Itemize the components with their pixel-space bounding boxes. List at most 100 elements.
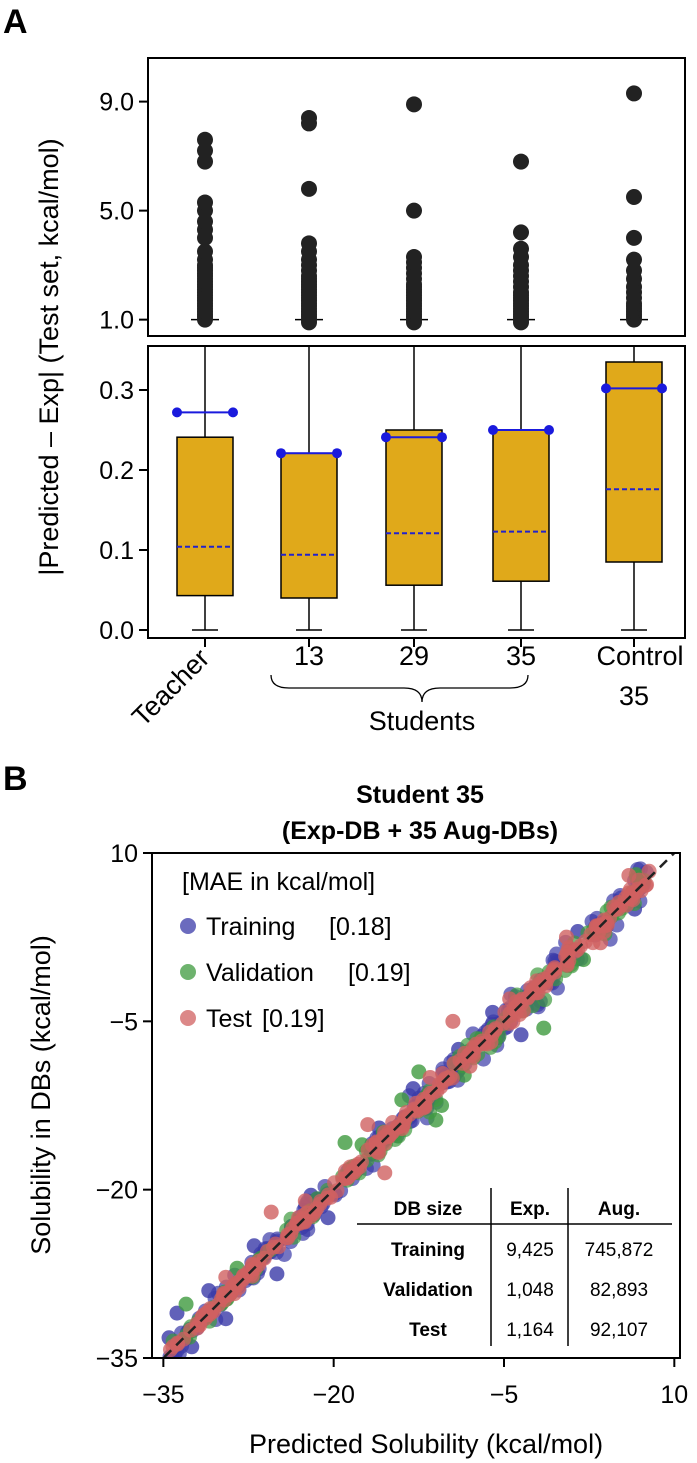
outlier-point (626, 251, 642, 268)
outlier-point (197, 194, 213, 211)
box-iqr (492, 429, 550, 582)
outlier-point (626, 85, 642, 102)
scatter-point-test (513, 993, 529, 1009)
outlier-point (406, 202, 422, 219)
outlier-point (513, 224, 529, 241)
box-iqr (385, 429, 443, 586)
scatter-point-test (558, 929, 574, 945)
scatter-point-training (513, 1027, 529, 1043)
panel-a-y-label: |Predicted – Exp| (Test set, kcal/mol) (34, 138, 64, 575)
upper-y-tick-label: 1.0 (99, 307, 134, 335)
scatter-point-test (280, 1230, 296, 1246)
marker-dot (332, 448, 342, 459)
dataset-size-table: DB size Exp. Aug. Training 9,425 745,872… (357, 1188, 672, 1346)
scatter-point-training (218, 1311, 234, 1327)
outlier-point (626, 229, 642, 246)
table-header-exp: Exp. (510, 1199, 550, 1220)
x-category-label: 35 (506, 641, 536, 671)
lower-y-tick-label: 0.3 (99, 377, 134, 405)
scatter-point-test (588, 918, 604, 934)
outlier-point (301, 235, 317, 252)
y-tick-label: 10 (110, 840, 138, 868)
scatter-point-training (201, 1283, 217, 1299)
scatter-point-training (246, 1238, 262, 1254)
scatter-area (161, 853, 676, 1358)
scatter-point-test (195, 1307, 211, 1323)
marker-dot (172, 407, 182, 418)
x-category-label: Teacher (126, 643, 215, 732)
lower-y-tick-label: 0.0 (99, 617, 134, 645)
marker-dot (657, 383, 667, 394)
table-row-exp: 1,048 (506, 1280, 554, 1301)
lower-y-tick-label: 0.1 (99, 537, 134, 565)
scatter-point-test (445, 1013, 461, 1029)
y-tick-label: −5 (109, 1008, 138, 1036)
panel-b-frame (151, 852, 681, 1359)
legend-title: [MAE in kcal/mol] (182, 868, 375, 896)
table-row-name: Training (391, 1240, 465, 1261)
y-tick-label: −20 (96, 1177, 138, 1205)
panel-a-lower-frame (147, 345, 686, 639)
scatter-point-validation (337, 1135, 353, 1151)
y-tick-label: −35 (96, 1345, 138, 1373)
outlier-point (406, 248, 422, 265)
legend: [MAE in kcal/mol] Training [0.18] Valida… (180, 868, 411, 1033)
scatter-point-test (360, 1117, 376, 1133)
scatter-point-training (485, 1004, 501, 1020)
panel-b-subtitle: (Exp-DB + 35 Aug-DBs) (282, 817, 558, 845)
x-tick-label: 10 (660, 1381, 688, 1409)
scatter-point-test (297, 1193, 313, 1209)
panel-label-a: A (3, 3, 28, 41)
upper-y-tick-label: 9.0 (99, 89, 134, 117)
outlier-point (301, 109, 317, 126)
scatter-point-test (524, 983, 540, 999)
outlier-point (197, 131, 213, 148)
scatter-point-test (218, 1269, 234, 1285)
box-iqr (605, 361, 663, 563)
scatter-point-test (502, 991, 518, 1007)
scatter-point-validation (428, 1112, 444, 1128)
scatter-point-training (269, 1266, 285, 1282)
scatter-point-test (501, 1015, 517, 1031)
marker-dot (488, 425, 498, 435)
legend-marker-test (180, 1010, 196, 1026)
marker-dot (276, 448, 286, 459)
legend-mae-training: [0.18] (329, 913, 392, 941)
outlier-point (513, 153, 529, 170)
legend-label-test: Test (206, 1005, 252, 1033)
panel-a-upper-frame (147, 57, 686, 337)
scatter-point-validation (536, 1020, 552, 1036)
outlier-point (406, 96, 422, 113)
scatter-point-test (476, 1036, 492, 1052)
x-tick-label: −5 (490, 1381, 519, 1409)
scatter-point-test (621, 867, 637, 883)
table-row-aug: 745,872 (585, 1240, 654, 1261)
scatter-point-test (559, 944, 575, 960)
scatter-point-test (346, 1164, 362, 1180)
table-row-exp: 9,425 (506, 1240, 554, 1261)
scatter-point-test (289, 1215, 305, 1231)
scatter-point-validation (394, 1092, 410, 1108)
scatter-point-test (165, 1339, 181, 1355)
x-category-label-line2: 35 (619, 681, 649, 711)
panel-label-b: B (3, 760, 28, 798)
scatter-point-training (405, 1081, 421, 1097)
box-iqr (280, 452, 338, 599)
marker-dot (437, 432, 447, 443)
marker-dot (601, 383, 611, 394)
scatter-point-training (320, 1210, 336, 1226)
table-row-aug: 82,893 (590, 1280, 648, 1301)
box-iqr (176, 436, 234, 597)
students-brace (270, 674, 529, 703)
table-row-exp: 1,164 (506, 1320, 554, 1341)
outlier-point (197, 243, 213, 260)
table-row-aug: 92,107 (590, 1320, 648, 1341)
scatter-point-test (368, 1134, 384, 1150)
table-row-name: Validation (383, 1280, 473, 1301)
scatter-point-test (422, 1069, 438, 1085)
outlier-point (626, 189, 642, 205)
legend-mae-validation: [0.19] (348, 959, 411, 987)
scatter-point-test (462, 1058, 478, 1074)
legend-marker-training (180, 918, 196, 934)
